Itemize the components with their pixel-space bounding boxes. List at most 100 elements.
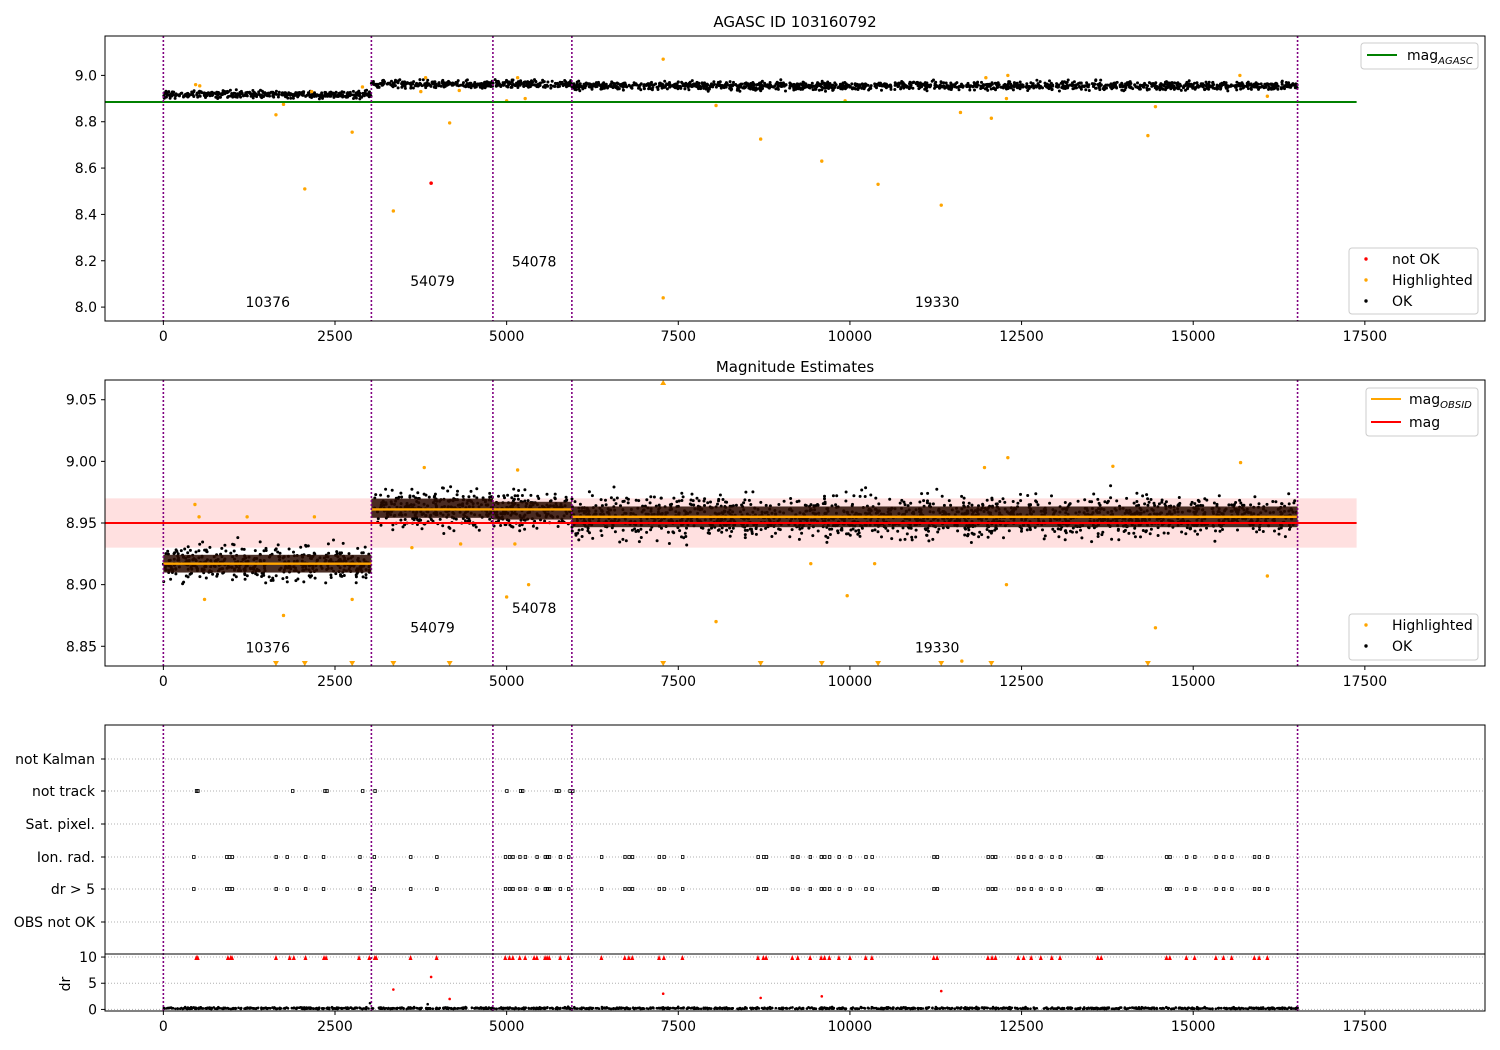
magnitude-ok-point — [420, 527, 424, 531]
magnitude-ok-point — [1189, 527, 1192, 531]
magnitude-ok-point — [846, 532, 850, 536]
magnitude-highlighted-point — [1265, 574, 1270, 578]
magnitude-ok-point — [463, 519, 467, 523]
agasc-ok-point — [1094, 86, 1097, 90]
magnitude-ok-point — [1253, 495, 1257, 499]
agasc-ok-point — [841, 81, 845, 85]
magnitude-xtick-label: 0 — [159, 674, 168, 690]
magnitude-ok-point — [962, 496, 966, 500]
magnitude-ok-point — [1001, 497, 1005, 501]
agasc-ok-point — [595, 83, 599, 87]
agasc-ytick-label: 8.2 — [75, 254, 97, 270]
magnitude-ok-point — [667, 542, 671, 545]
agasc-ok-point — [371, 81, 375, 85]
agasc-ok-point — [1186, 86, 1190, 90]
magnitude-ok-point — [518, 524, 522, 527]
magnitude-ok-point — [1016, 501, 1020, 505]
agasc-ok-point — [767, 85, 771, 89]
agasc-ok-point — [752, 83, 756, 87]
agasc-ok-point — [1165, 80, 1168, 84]
agasc-ok-point — [788, 84, 792, 88]
agasc-ok-point — [538, 84, 542, 87]
magnitude-ok-point — [1261, 530, 1265, 533]
agasc-ok-point — [934, 80, 938, 84]
magnitude-ok-point — [707, 528, 711, 532]
magnitude-ok-point — [506, 493, 510, 497]
magnitude-ok-point — [1043, 534, 1047, 538]
magnitude-ok-point — [831, 494, 835, 498]
agasc-ok-point — [1004, 86, 1008, 90]
agasc-ok-point — [522, 82, 526, 86]
agasc-ok-point — [1249, 86, 1253, 90]
agasc-ok-point — [1025, 82, 1029, 86]
agasc-ok-point — [501, 81, 505, 85]
magnitude-ok-point — [825, 540, 829, 544]
agasc-ok-point — [1192, 86, 1196, 90]
agasc-ok-point — [1211, 84, 1214, 87]
agasc-ok-point — [478, 83, 482, 87]
magnitude-ok-point — [710, 526, 713, 530]
agasc-ok-point — [1182, 84, 1186, 88]
magnitude-ok-point — [759, 500, 763, 504]
agasc-ok-point — [794, 87, 798, 91]
magnitude-ok-point — [977, 535, 981, 539]
magnitude-ok-point — [467, 517, 471, 521]
agasc-highlighted-point — [989, 116, 994, 120]
agasc-ok-point — [1099, 83, 1103, 87]
magnitude-ytick-label: 9.05 — [66, 393, 97, 409]
agasc-ok-point — [784, 83, 788, 87]
magnitude-highlighted-point — [1153, 626, 1158, 630]
magnitude-ok-point — [609, 496, 613, 500]
magnitude-ok-point — [926, 491, 930, 495]
magnitude-ok-point — [354, 573, 358, 577]
magnitude-ok-point — [672, 496, 676, 500]
agasc-ok-point — [1123, 88, 1127, 92]
magnitude-ok-point — [1063, 501, 1067, 504]
magnitude-ok-point — [703, 497, 707, 501]
agasc-ok-point — [763, 81, 767, 85]
agasc-ok-point — [1092, 82, 1096, 86]
agasc-ok-point — [216, 96, 220, 100]
magnitude-ok-point — [183, 547, 187, 551]
agasc-ok-point — [834, 83, 838, 87]
magnitude-ok-point — [1143, 502, 1147, 506]
magnitude-ok-point — [577, 538, 581, 542]
agasc-ok-point — [709, 83, 713, 87]
magnitude-ok-point — [1193, 529, 1197, 533]
magnitude-highlighted-point — [1238, 460, 1243, 465]
magnitude-ok-point — [1255, 530, 1259, 534]
legend-label-ok: OK — [1392, 294, 1413, 310]
agasc-ok-point — [218, 92, 222, 96]
magnitude-ok-point — [242, 547, 246, 551]
magnitude-ok-point — [690, 492, 694, 496]
agasc-ok-point — [759, 81, 763, 85]
agasc-ok-point — [572, 82, 576, 86]
legend-marker-highlighted — [1364, 278, 1368, 282]
magnitude-ok-point — [692, 503, 696, 507]
magnitude-ok-point — [384, 487, 388, 491]
magnitude-ok-point — [535, 526, 539, 530]
magnitude-ok-point — [294, 579, 298, 583]
magnitude-ok-point — [446, 489, 450, 493]
agasc-ok-point — [263, 92, 267, 96]
agasc-ok-point — [1240, 81, 1244, 85]
agasc-ok-point — [1057, 89, 1061, 93]
magnitude-ok-point — [1117, 538, 1121, 542]
magnitude-ok-point — [777, 527, 781, 531]
agasc-ok-point — [1219, 84, 1223, 88]
magnitude-ok-point — [1197, 500, 1201, 503]
magnitude-ok-point — [262, 549, 266, 553]
agasc-ok-point — [587, 82, 591, 86]
magnitude-ok-point — [1116, 528, 1120, 532]
agasc-ok-point — [855, 82, 859, 86]
agasc-ok-point — [654, 82, 658, 86]
agasc-highlighted-point — [198, 84, 202, 88]
magnitude-ok-point — [621, 500, 625, 503]
agasc-ok-point — [276, 95, 280, 99]
magnitude-ok-point — [967, 501, 971, 505]
agasc-ok-point — [257, 90, 261, 94]
magnitude-ok-point — [743, 498, 747, 502]
agasc-ok-point — [1038, 84, 1042, 88]
agasc-ok-point — [1219, 87, 1222, 91]
agasc-ok-point — [1220, 81, 1224, 85]
